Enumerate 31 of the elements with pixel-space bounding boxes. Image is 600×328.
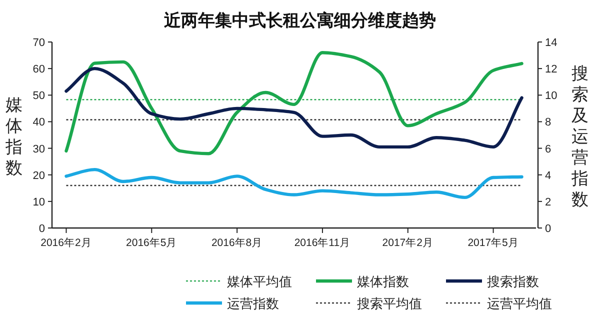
y-tick-label: 40 bbox=[32, 116, 45, 129]
y-tick-label: 60 bbox=[32, 64, 45, 76]
x-tick-label: 2017年5月 bbox=[468, 237, 519, 249]
y2-tick-label: 12 bbox=[545, 64, 558, 76]
legend-label: 运营指数 bbox=[227, 296, 279, 311]
legend-label: 搜索平均值 bbox=[357, 296, 422, 311]
x-tick-label: 2017年2月 bbox=[382, 237, 434, 249]
y-tick-label: 20 bbox=[32, 170, 45, 182]
y2-tick-label: 0 bbox=[545, 223, 552, 235]
y-tick-label: 70 bbox=[32, 37, 45, 49]
chart-title: 近两年集中式长租公寓细分维度趋势 bbox=[163, 11, 436, 30]
y2-tick-label: 6 bbox=[545, 143, 552, 156]
legend-label: 媒体平均值 bbox=[227, 274, 292, 289]
x-tick-label: 2016年5月 bbox=[126, 237, 178, 249]
x-tick-label: 2016年11月 bbox=[294, 237, 351, 249]
x-tick-label: 2016年2月 bbox=[40, 237, 92, 249]
y-tick-label: 50 bbox=[32, 90, 45, 102]
y2-tick-label: 2 bbox=[545, 196, 552, 208]
y2-tick-label: 14 bbox=[545, 37, 558, 49]
y-tick-label: 30 bbox=[32, 143, 45, 156]
legend-label: 媒体指数 bbox=[357, 274, 409, 289]
y-tick-label: 0 bbox=[38, 223, 45, 235]
x-tick-label: 2016年8月 bbox=[211, 237, 263, 249]
y-axis-title: 媒体指数 bbox=[4, 96, 22, 178]
y2-tick-label: 10 bbox=[545, 90, 558, 102]
y-tick-label: 10 bbox=[32, 196, 45, 208]
legend-label: 运营平均值 bbox=[487, 296, 552, 311]
y2-axis-title: 搜索及运营指数 bbox=[570, 64, 588, 209]
y2-tick-label: 8 bbox=[545, 116, 552, 129]
legend-label: 搜索指数 bbox=[487, 274, 539, 289]
y2-tick-label: 4 bbox=[545, 170, 552, 182]
